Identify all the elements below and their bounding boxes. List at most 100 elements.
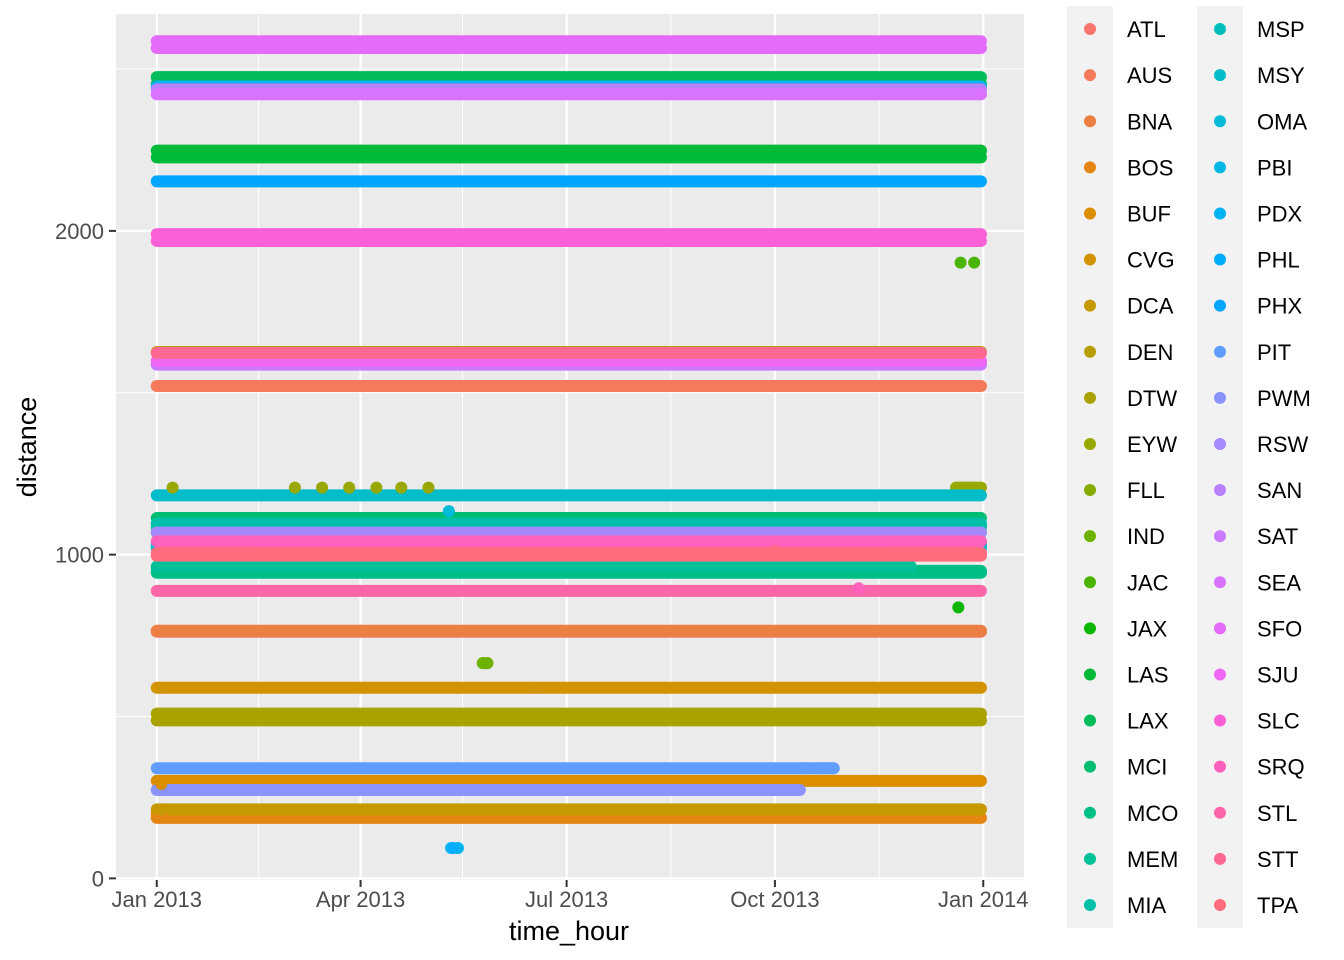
legend-key-srq bbox=[1214, 760, 1226, 773]
legend-key-las bbox=[1084, 668, 1096, 681]
point-cvg bbox=[526, 681, 539, 694]
y-axis-title: distance bbox=[12, 397, 42, 498]
legend-key-bna bbox=[1084, 115, 1096, 128]
point-cvg bbox=[157, 681, 170, 694]
legend-key-stt bbox=[1214, 852, 1226, 865]
x-axis: Jan 2013 Apr 2013 Jul 2013 Oct 2013 Jan 2014 bbox=[111, 880, 1029, 912]
legend-label-oma: OMA bbox=[1257, 109, 1307, 134]
x-tick-label: Apr 2013 bbox=[316, 887, 405, 912]
point-ind bbox=[481, 657, 494, 670]
legend-key-buf bbox=[1084, 207, 1096, 220]
legend-label-rsw: RSW bbox=[1257, 432, 1309, 457]
x-tick-label: Jan 2013 bbox=[111, 887, 202, 912]
legend-label-fll: FLL bbox=[1127, 478, 1165, 503]
legend-label-lax: LAX bbox=[1127, 709, 1169, 734]
point-tpa bbox=[768, 545, 781, 558]
legend: ATL AUS BNA BOS BUF CVG DCA DEN DTW EYW FLL IND JAC J… bbox=[1067, 6, 1311, 928]
legend-key-dtw bbox=[1084, 391, 1096, 404]
legend-label-dca: DCA bbox=[1127, 294, 1174, 319]
legend-key-aus bbox=[1084, 69, 1096, 82]
y-tick-label: 0 bbox=[92, 866, 104, 891]
legend-label-mci: MCI bbox=[1127, 755, 1167, 780]
point-pit bbox=[811, 762, 824, 775]
point-dca bbox=[155, 803, 168, 816]
legend-label-bos: BOS bbox=[1127, 155, 1173, 180]
y-tick-label: 1000 bbox=[55, 543, 104, 568]
point-pit bbox=[825, 762, 838, 775]
legend-label-phx: PHX bbox=[1257, 294, 1303, 319]
legend-key-cvg bbox=[1084, 253, 1096, 266]
legend-key-phx bbox=[1214, 299, 1226, 312]
legend-key-mem bbox=[1084, 852, 1096, 865]
legend-key-sfo bbox=[1214, 622, 1226, 635]
legend-key-msy bbox=[1214, 69, 1226, 82]
legend-key-atl bbox=[1084, 23, 1096, 36]
legend-label-slc: SLC bbox=[1257, 709, 1300, 734]
legend-label-dtw: DTW bbox=[1127, 386, 1177, 411]
legend-key-bos bbox=[1084, 161, 1096, 174]
legend-label-pit: PIT bbox=[1257, 340, 1291, 365]
y-axis: 0 1000 2000 bbox=[55, 219, 116, 891]
legend-label-atl: ATL bbox=[1127, 17, 1166, 42]
legend-key-tpa bbox=[1214, 898, 1226, 911]
legend-key-jax bbox=[1084, 622, 1096, 635]
legend-key-rsw bbox=[1214, 437, 1226, 450]
legend-label-den: DEN bbox=[1127, 340, 1173, 365]
legend-key-den bbox=[1084, 345, 1096, 358]
point-eyw bbox=[395, 481, 408, 494]
legend-label-san: SAN bbox=[1257, 478, 1302, 503]
data-bands bbox=[150, 35, 987, 824]
legend-key-lax bbox=[1084, 714, 1096, 727]
legend-key-mia bbox=[1084, 898, 1096, 911]
legend-label-las: LAS bbox=[1127, 662, 1169, 687]
data-points bbox=[155, 256, 981, 854]
legend-key-sat bbox=[1214, 530, 1226, 543]
y-tick-label: 2000 bbox=[55, 219, 104, 244]
legend-label-tpa: TPA bbox=[1257, 893, 1298, 918]
legend-key-pwm bbox=[1214, 391, 1226, 404]
point-jax bbox=[952, 601, 965, 614]
point-jac bbox=[954, 256, 967, 269]
legend-label-phl: PHL bbox=[1257, 248, 1300, 273]
legend-key-mci bbox=[1084, 760, 1096, 773]
legend-label-bna: BNA bbox=[1127, 109, 1173, 134]
legend-key-stl bbox=[1214, 806, 1226, 819]
legend-label-sfo: SFO bbox=[1257, 616, 1302, 641]
point-srq bbox=[852, 582, 865, 595]
x-tick-label: Jul 2013 bbox=[525, 887, 608, 912]
legend-key-column bbox=[1197, 6, 1243, 928]
point-eyw bbox=[316, 481, 329, 494]
legend-label-buf: BUF bbox=[1127, 201, 1171, 226]
legend-label-jax: JAX bbox=[1127, 616, 1168, 641]
legend-key-mco bbox=[1084, 806, 1096, 819]
legend-key-eyw bbox=[1084, 437, 1096, 450]
x-axis-title: time_hour bbox=[509, 916, 629, 946]
legend-label-msp: MSP bbox=[1257, 17, 1305, 42]
point-oma bbox=[442, 505, 455, 518]
legend-label-aus: AUS bbox=[1127, 63, 1172, 88]
point-eyw bbox=[370, 481, 383, 494]
x-tick-label: Jan 2014 bbox=[938, 887, 1029, 912]
legend-key-fll bbox=[1084, 484, 1096, 497]
legend-label-stt: STT bbox=[1257, 847, 1299, 872]
legend-key-slc bbox=[1214, 714, 1226, 727]
legend-key-pit bbox=[1214, 345, 1226, 358]
legend-key-pbi bbox=[1214, 161, 1226, 174]
legend-key-sju bbox=[1214, 668, 1226, 681]
legend-label-mem: MEM bbox=[1127, 847, 1178, 872]
legend-label-pwm: PWM bbox=[1257, 386, 1311, 411]
legend-key-column bbox=[1067, 6, 1113, 928]
legend-label-sju: SJU bbox=[1257, 662, 1299, 687]
legend-key-jac bbox=[1084, 576, 1096, 589]
legend-label-msy: MSY bbox=[1257, 63, 1305, 88]
legend-label-pbi: PBI bbox=[1257, 155, 1292, 180]
point-pit bbox=[796, 762, 809, 775]
legend-label-mia: MIA bbox=[1127, 893, 1166, 918]
x-tick-label: Oct 2013 bbox=[730, 887, 819, 912]
point-eyw bbox=[288, 481, 301, 494]
legend-label-sat: SAT bbox=[1257, 524, 1298, 549]
legend-key-san bbox=[1214, 484, 1226, 497]
legend-key-oma bbox=[1214, 115, 1226, 128]
legend-key-msp bbox=[1214, 23, 1226, 36]
